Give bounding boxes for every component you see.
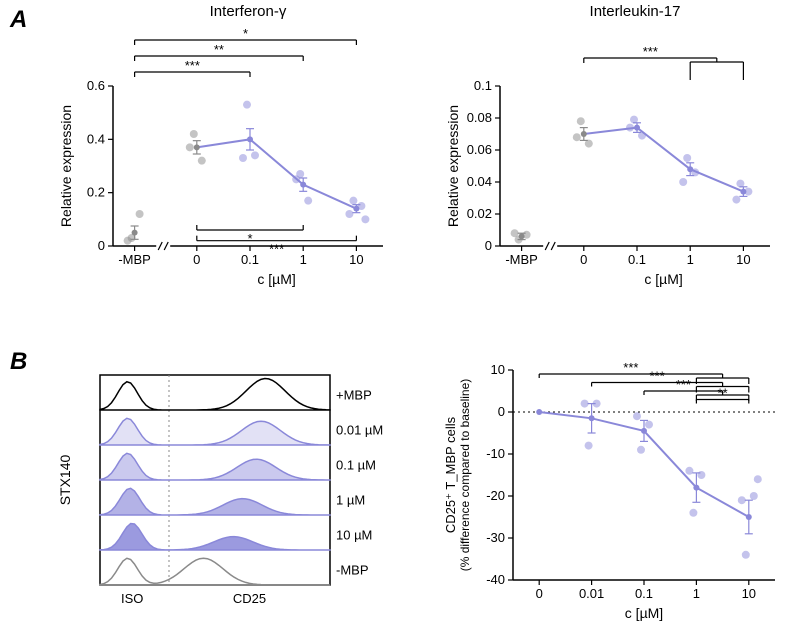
svg-text:0.04: 0.04 <box>467 174 492 189</box>
svg-text:**: ** <box>214 42 224 57</box>
svg-text:0: 0 <box>485 238 492 253</box>
svg-text:***: *** <box>185 58 200 73</box>
panel-label-B: B <box>10 348 27 376</box>
svg-text:**: ** <box>718 386 728 401</box>
svg-text:10: 10 <box>349 252 363 267</box>
svg-text:0.08: 0.08 <box>467 110 492 125</box>
svg-text:CD25: CD25 <box>233 591 266 606</box>
svg-text:10: 10 <box>736 252 750 267</box>
svg-text:0.06: 0.06 <box>467 142 492 157</box>
svg-text:ISO: ISO <box>121 591 143 606</box>
svg-text:0.6: 0.6 <box>87 78 105 93</box>
svg-text:***: *** <box>269 242 284 257</box>
svg-text:Interferon-γ: Interferon-γ <box>210 3 287 20</box>
panel-A-right: 0 0.02 0.04 0.06 0.08 0.1 -MBP 0 0.1 1 10 Interleuk… <box>425 0 785 310</box>
svg-text:-MBP: -MBP <box>118 252 151 267</box>
svg-text:-MBP: -MBP <box>505 252 538 267</box>
svg-text:-30: -30 <box>486 530 505 545</box>
svg-text:0: 0 <box>98 238 105 253</box>
svg-text:1: 1 <box>693 586 700 601</box>
svg-text:0.1: 0.1 <box>635 586 653 601</box>
svg-text:STX140: STX140 <box>57 454 73 505</box>
svg-text:0: 0 <box>498 404 505 419</box>
svg-text:*: * <box>243 26 248 41</box>
svg-text:0.01 µM: 0.01 µM <box>336 423 383 438</box>
svg-text:***: *** <box>623 360 638 375</box>
svg-text:+MBP: +MBP <box>336 388 372 403</box>
svg-text:Interleukin-17: Interleukin-17 <box>590 3 681 20</box>
svg-text:***: *** <box>643 44 658 59</box>
svg-text:-10: -10 <box>486 446 505 461</box>
svg-text:0.1 µM: 0.1 µM <box>336 458 376 473</box>
svg-text:10: 10 <box>742 586 756 601</box>
panel-B-right: -40 -30 -20 -10 0 10 0 0.01 0.1 1 10 CD25⁺ T_MBP ce… <box>425 340 795 640</box>
svg-text:0.1: 0.1 <box>628 252 646 267</box>
svg-text:0.02: 0.02 <box>467 206 492 221</box>
svg-text:0: 0 <box>536 586 543 601</box>
svg-text:0.2: 0.2 <box>87 185 105 200</box>
svg-text:Relative expression: Relative expression <box>445 105 461 227</box>
svg-text:***: *** <box>676 377 691 392</box>
svg-text:Relative expression: Relative expression <box>58 105 74 227</box>
svg-text:10 µM: 10 µM <box>336 528 372 543</box>
svg-text:0.1: 0.1 <box>474 78 492 93</box>
panel-A-left: 0 0.2 0.4 0.6 -MBP 0 0.1 1 10 Interferon-γ Relativ… <box>45 0 405 310</box>
svg-text:(% difference compared to base: (% difference compared to baseline) <box>458 379 472 572</box>
panel-label-A: A <box>10 6 27 34</box>
svg-text:-20: -20 <box>486 488 505 503</box>
svg-text:0.1: 0.1 <box>241 252 259 267</box>
svg-text:-MBP: -MBP <box>336 563 369 578</box>
svg-text:1: 1 <box>687 252 694 267</box>
svg-text:*: * <box>247 231 252 246</box>
panel-B-left: +MBP 0.01 µM 0.1 µM 1 µM 10 µM -MBP STX140 ISO C… <box>45 345 415 635</box>
svg-text:0: 0 <box>193 252 200 267</box>
svg-text:10: 10 <box>491 362 505 377</box>
svg-text:0: 0 <box>580 252 587 267</box>
figure-root: A B 00.20.40.6-MBP00.1110Interferon-γRel… <box>0 0 800 639</box>
svg-text:1 µM: 1 µM <box>336 493 365 508</box>
svg-text:***: *** <box>650 369 665 384</box>
svg-text:0.4: 0.4 <box>87 131 105 146</box>
svg-text:CD25⁺ T_MBP cells: CD25⁺ T_MBP cells <box>443 416 458 533</box>
svg-text:c [µM]: c [µM] <box>644 271 682 287</box>
svg-text:0.01: 0.01 <box>579 586 604 601</box>
svg-text:c [µM]: c [µM] <box>625 605 663 621</box>
svg-text:-40: -40 <box>486 572 505 587</box>
svg-text:1: 1 <box>300 252 307 267</box>
svg-text:c [µM]: c [µM] <box>257 271 295 287</box>
